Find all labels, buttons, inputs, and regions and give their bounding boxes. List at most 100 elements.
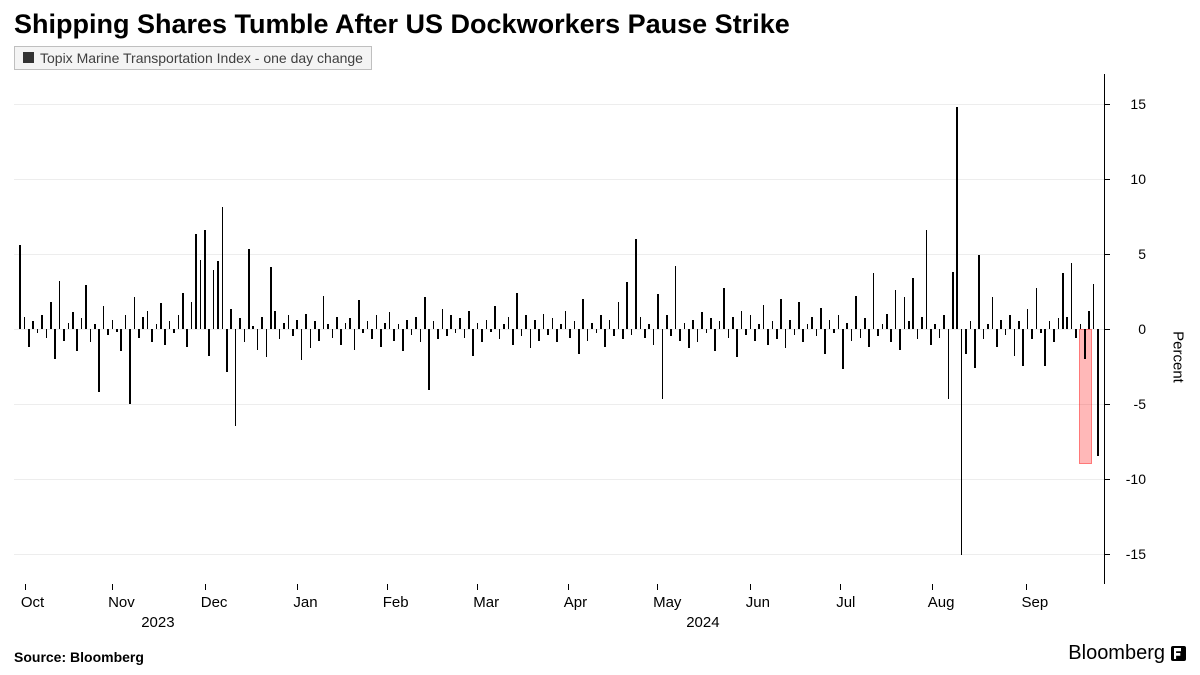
bar	[1044, 329, 1046, 367]
brand-icon	[1171, 646, 1186, 661]
bar	[904, 297, 906, 329]
bar	[120, 329, 122, 352]
x-tick-mark	[1026, 584, 1027, 590]
bar	[547, 329, 549, 335]
bar	[1071, 263, 1073, 329]
bar	[288, 315, 290, 329]
bar	[270, 267, 272, 329]
bar	[530, 329, 532, 349]
bar	[160, 303, 162, 329]
footer: Source: Bloomberg Bloomberg	[14, 642, 1186, 665]
bar	[723, 288, 725, 329]
bar	[728, 329, 730, 338]
bar	[455, 329, 457, 334]
bar	[204, 230, 206, 329]
chart-plot-area: -15-10-5051015PercentOctNovDecJanFebMarA…	[14, 74, 1200, 640]
bar	[345, 323, 347, 329]
bar	[534, 320, 536, 329]
x-month-label: Nov	[108, 594, 135, 611]
bar	[283, 323, 285, 329]
bar	[714, 329, 716, 352]
bar	[745, 329, 747, 335]
bar	[477, 323, 479, 329]
bar	[274, 311, 276, 329]
x-year-label: 2024	[686, 614, 719, 631]
bar	[855, 296, 857, 329]
bar	[965, 329, 967, 355]
bar	[169, 321, 171, 329]
bar	[516, 293, 518, 329]
bar	[538, 329, 540, 341]
bar	[305, 314, 307, 329]
bar	[939, 329, 941, 338]
bar	[411, 329, 413, 335]
x-month-label: May	[653, 594, 681, 611]
y-tick-label: 15	[1106, 96, 1146, 112]
bar	[354, 329, 356, 350]
bar	[697, 329, 699, 343]
bar	[908, 321, 910, 329]
bar	[68, 323, 70, 329]
x-tick-mark	[205, 584, 206, 590]
bar	[186, 329, 188, 347]
gridline	[14, 479, 1104, 480]
bar	[151, 329, 153, 343]
bar	[468, 311, 470, 329]
bar	[191, 302, 193, 329]
x-month-label: Jan	[293, 594, 317, 611]
bar	[226, 329, 228, 373]
bar	[481, 329, 483, 343]
bar	[952, 272, 954, 329]
bar	[200, 260, 202, 329]
bar	[552, 318, 554, 329]
bar	[688, 329, 690, 349]
bar	[987, 324, 989, 329]
bar	[811, 317, 813, 329]
bar	[1036, 288, 1038, 329]
bar	[107, 329, 109, 335]
bar	[244, 329, 246, 343]
bar	[666, 315, 668, 329]
x-month-label: Aug	[928, 594, 955, 611]
bar	[978, 255, 980, 329]
bar	[94, 324, 96, 329]
bar	[1040, 329, 1042, 334]
bar	[961, 329, 963, 556]
bar	[239, 318, 241, 329]
bar	[816, 329, 818, 337]
bar	[472, 329, 474, 356]
bar	[873, 273, 875, 329]
bar	[46, 329, 48, 338]
bar	[37, 329, 39, 334]
bar	[842, 329, 844, 370]
bar	[767, 329, 769, 346]
bar	[754, 329, 756, 341]
bar	[798, 302, 800, 329]
bar	[794, 329, 796, 335]
bar	[323, 296, 325, 329]
bar	[76, 329, 78, 352]
bar	[296, 320, 298, 329]
bar	[1000, 320, 1002, 329]
x-month-label: Jul	[836, 594, 855, 611]
bar	[301, 329, 303, 361]
bar	[591, 323, 593, 329]
bar	[926, 230, 928, 329]
bar	[327, 324, 329, 329]
bar	[582, 299, 584, 329]
bar	[710, 318, 712, 329]
bar	[1005, 329, 1007, 335]
bar	[208, 329, 210, 356]
bar	[587, 329, 589, 341]
bar	[1009, 315, 1011, 329]
x-tick-mark	[25, 584, 26, 590]
bar	[125, 315, 127, 329]
bar	[261, 317, 263, 329]
gridline	[14, 254, 1104, 255]
bar	[1080, 324, 1082, 329]
bar	[415, 317, 417, 329]
bar	[63, 329, 65, 341]
bar	[807, 324, 809, 329]
bar	[596, 329, 598, 334]
gridline	[14, 179, 1104, 180]
